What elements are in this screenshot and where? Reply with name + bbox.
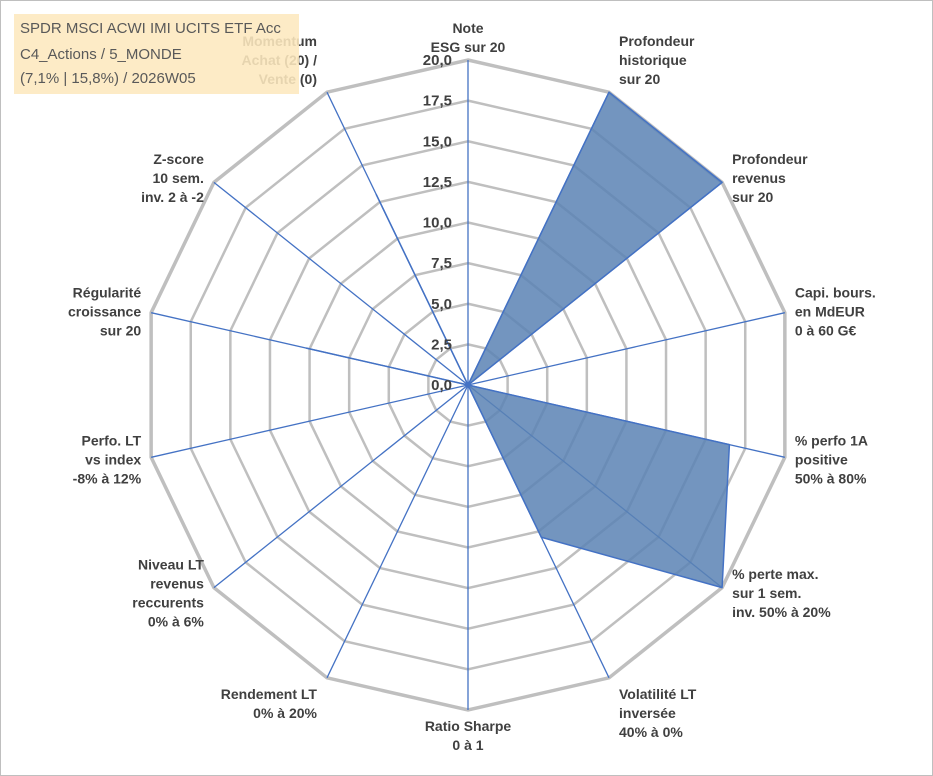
tick-label: 10,0 bbox=[423, 215, 452, 232]
axis-label: Volatilité LT inversée 40% à 0% bbox=[619, 686, 697, 740]
tick-label: 2,5 bbox=[431, 336, 452, 353]
axis-label: % perte max. sur 1 sem. inv. 50% à 20% bbox=[732, 566, 831, 620]
tick-label: 7,5 bbox=[431, 255, 452, 272]
title-line-2: C4_Actions / 5_MONDE bbox=[20, 46, 182, 63]
tick-label: 20,0 bbox=[423, 52, 452, 69]
axis-label: Perfo. LT vs index -8% à 12% bbox=[73, 433, 142, 487]
axis-label: Profondeur historique sur 20 bbox=[619, 33, 695, 87]
axis-label: Profondeur revenus sur 20 bbox=[732, 151, 808, 205]
axis-label: % perfo 1A positive 50% à 80% bbox=[795, 433, 868, 487]
axis-label: Ratio Sharpe 0 à 1 bbox=[425, 718, 512, 753]
tick-label: 17,5 bbox=[423, 93, 452, 110]
axis-label: Régularité croissance sur 20 bbox=[68, 284, 141, 338]
axis-label: Niveau LT revenus reccurents 0% à 6% bbox=[132, 557, 204, 630]
title-box: SPDR MSCI ACWI IMI UCITS ETF Acc C4_Acti… bbox=[14, 14, 299, 94]
axis-label: Capi. bours. en MdEUR 0 à 60 G€ bbox=[795, 284, 876, 338]
series-area bbox=[305, 91, 731, 589]
tick-label: 0,0 bbox=[431, 377, 452, 394]
axis-spoke bbox=[326, 384, 469, 679]
axis-label: Rendement LT 0% à 20% bbox=[221, 686, 318, 721]
axis-spoke bbox=[151, 384, 469, 458]
tick-label: 15,0 bbox=[423, 133, 452, 150]
axis-spoke bbox=[213, 384, 469, 589]
title-line-3: (7,1% | 15,8%) / 2026W05 bbox=[20, 70, 196, 87]
axis-label: Z-score 10 sem. inv. 2 à -2 bbox=[141, 151, 204, 205]
tick-label: 12,5 bbox=[423, 174, 452, 191]
axis-spoke bbox=[467, 312, 785, 386]
axis-spoke bbox=[213, 181, 469, 386]
axis-label: Note ESG sur 20 bbox=[431, 20, 506, 55]
title-line-1: SPDR MSCI ACWI IMI UCITS ETF Acc bbox=[20, 20, 281, 37]
tick-label: 5,0 bbox=[431, 296, 452, 313]
